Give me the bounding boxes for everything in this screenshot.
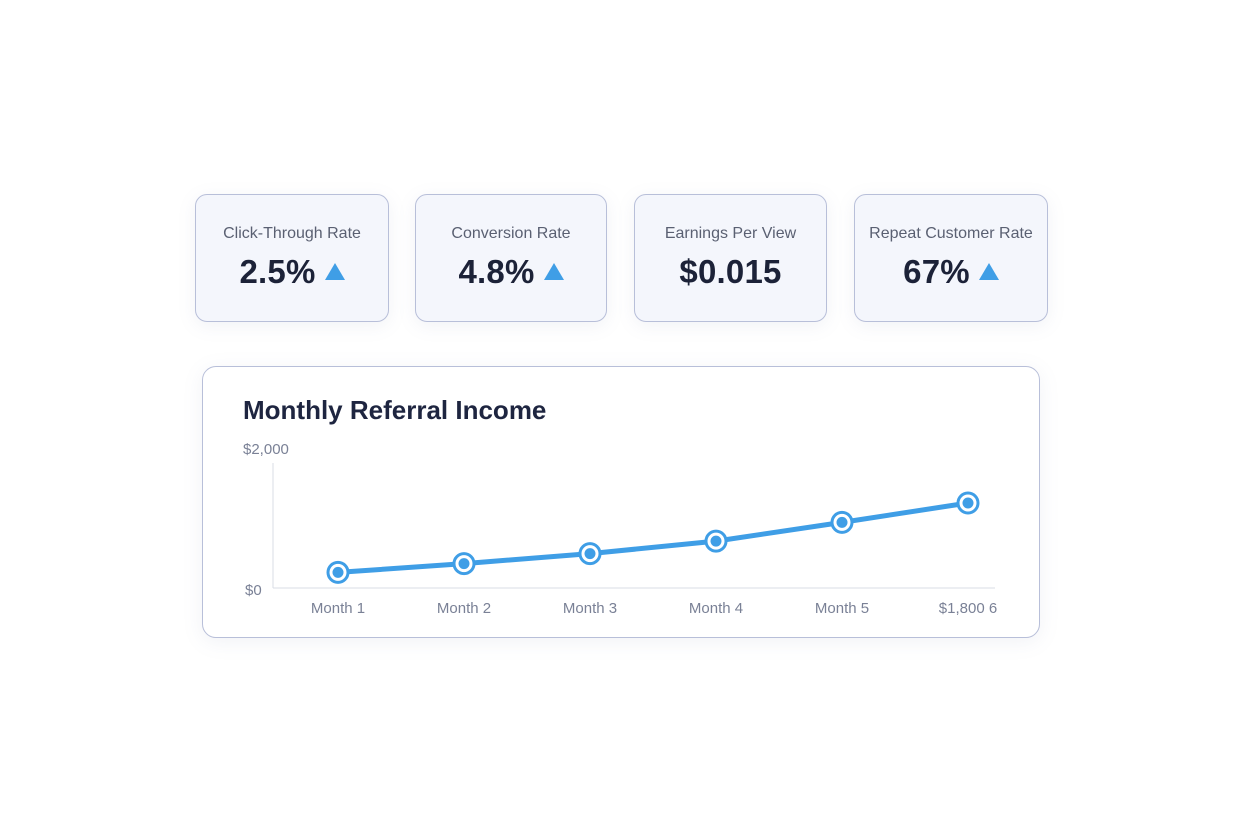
x-tick-label: Month 3 [563, 600, 617, 617]
data-point-center [710, 535, 722, 547]
line-chart: $2,000 $0 Month 1 Month 2 Month 3 Month 4 Mont… [243, 441, 997, 617]
kpi-value: 4.8% [458, 253, 535, 290]
triangle-up-icon [543, 263, 564, 285]
data-point-center [836, 516, 848, 528]
kpi-card-click-through-rate: Click-Through Rate 2.5% [195, 194, 389, 322]
y-tick-label: $0 [245, 582, 262, 599]
kpi-card-earnings-per-view: Earnings Per View $0.015 [634, 194, 827, 322]
x-tick-label: Month 5 [815, 600, 869, 617]
data-point-center [584, 548, 596, 560]
kpi-card-repeat-customer-rate: Repeat Customer Rate 67% [854, 194, 1048, 322]
kpi-value: 67% [903, 253, 970, 290]
kpi-label: Click-Through Rate [223, 225, 361, 242]
kpi-label: Repeat Customer Rate [869, 225, 1033, 242]
y-tick-label: $2,000 [243, 441, 289, 458]
triangle-up-icon [978, 263, 999, 285]
chart-title: Monthly Referral Income [243, 395, 547, 425]
x-tick-label: Month 1 [311, 600, 365, 617]
chart-card: Monthly Referral Income $2,000 $0 Month 1 M… [202, 366, 1040, 638]
x-tick-label: Month 2 [437, 600, 491, 617]
x-tick-label: $1,800 6 [939, 600, 997, 617]
kpi-label: Conversion Rate [451, 225, 571, 242]
kpi-card-conversion-rate: Conversion Rate 4.8% [415, 194, 607, 322]
x-tick-label: Month 4 [689, 600, 743, 617]
kpi-value: 2.5% [239, 253, 316, 290]
triangle-up-icon [324, 263, 345, 285]
data-point-center [332, 566, 344, 578]
series-line [335, 500, 971, 575]
data-point-center [962, 497, 974, 509]
kpi-label: Earnings Per View [664, 225, 797, 242]
kpi-value: $0.015 [679, 253, 782, 290]
data-point-center [458, 558, 470, 570]
